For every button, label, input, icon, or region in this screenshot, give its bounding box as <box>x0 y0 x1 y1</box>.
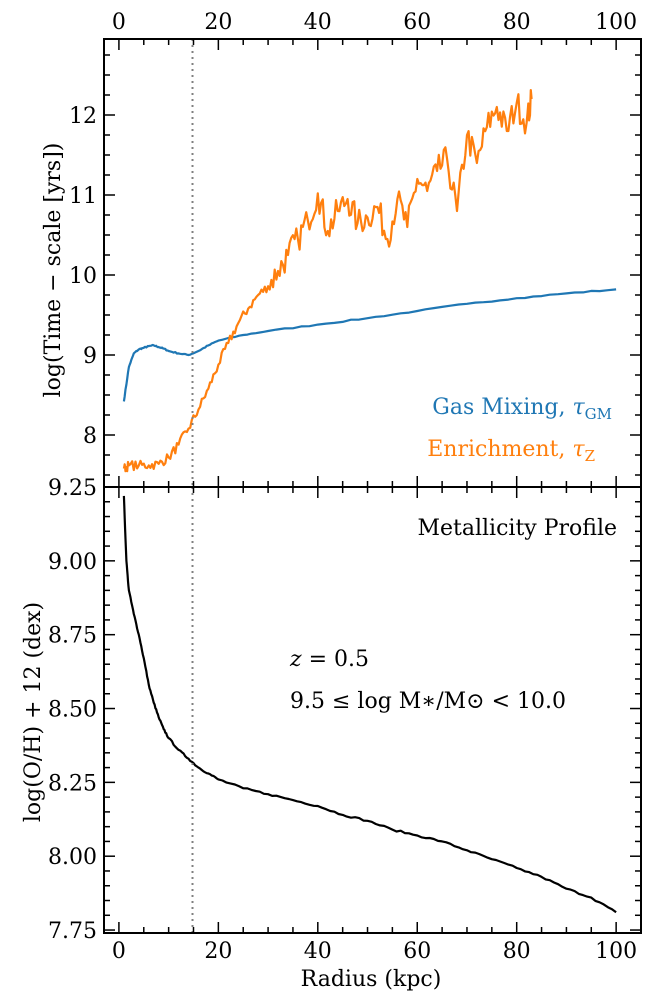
redshift-value: = 0.5 <box>302 647 369 672</box>
legend-gas-mixing: Gas Mixing, τGM <box>432 395 612 423</box>
metallicity-series-line-0 <box>122 495 617 914</box>
legend-gas-mixing-text: Gas Mixing, <box>432 395 572 420</box>
redshift-symbol: z <box>289 647 302 672</box>
metallicity-y-tick-label: 9.25 <box>48 476 97 501</box>
bottom-x-tick-label: 80 <box>503 939 531 964</box>
metallicity-y-axis-label: log(O/H) + 12 (dex) <box>21 602 46 822</box>
bottom-x-tick-label: 100 <box>595 939 637 964</box>
top-x-tick-label: 20 <box>204 10 232 35</box>
timescale-series-line-1 <box>122 89 533 473</box>
legend-enrichment-subscript: Z <box>585 447 595 465</box>
metallicity-y-tick-label: 8.00 <box>48 845 97 870</box>
top-x-tick-label: 80 <box>503 10 531 35</box>
metallicity-y-tick-label: 8.50 <box>48 698 97 723</box>
timescale-y-axis-label: log(Time − scale [yrs]) <box>41 143 66 398</box>
metallicity-y-tick-label: 8.25 <box>48 771 97 796</box>
timescale-series-line-0 <box>122 288 617 402</box>
metallicity-profile-title: Metallicity Profile <box>417 516 617 541</box>
timescale-panel: 0 20 40 60 80 100 8 9 10 11 12 log(Time − scale [y… <box>41 10 642 488</box>
bottom-x-tick-label: 0 <box>112 939 126 964</box>
metallicity-y-tick-label: 8.75 <box>48 624 97 649</box>
bottom-x-tick-label: 20 <box>204 939 232 964</box>
legend-gas-mixing-tau: τ <box>572 395 585 420</box>
mass-range-annotation: 9.5 ≤ log M∗/M⊙ < 10.0 <box>290 689 566 714</box>
timescale-y-tick-label: 10 <box>69 264 97 289</box>
metallicity-y-tick-label: 9.00 <box>48 550 97 575</box>
x-axis-label: Radius (kpc) <box>301 967 442 992</box>
metallicity-frame <box>103 486 642 934</box>
legend-enrichment-text: Enrichment, <box>427 437 572 462</box>
metallicity-plot-area: 0 20 40 60 80 100 7.75 8.00 8.25 8.50 8.75 9.00 9.25 <box>48 476 642 964</box>
timescale-y-tick-label: 11 <box>69 184 97 209</box>
redshift-annotation: z = 0.5 <box>289 647 369 672</box>
timescale-y-tick-label: 9 <box>83 344 97 369</box>
bottom-x-tick-label: 40 <box>304 939 332 964</box>
legend-enrichment-tau: τ <box>572 437 585 462</box>
bottom-x-tick-label: 60 <box>403 939 431 964</box>
timescale-y-tick-label: 12 <box>69 104 97 129</box>
top-x-tick-label: 40 <box>304 10 332 35</box>
top-x-tick-label: 100 <box>595 10 637 35</box>
timescale-y-tick-label: 8 <box>83 424 97 449</box>
legend-gas-mixing-subscript: GM <box>585 405 612 423</box>
metallicity-panel: 0 20 40 60 80 100 7.75 8.00 8.25 8.50 8.75 9.00 9.25… <box>21 476 642 992</box>
top-x-tick-label: 60 <box>403 10 431 35</box>
timescale-plot-area: 0 20 40 60 80 100 8 9 10 11 12 <box>69 10 642 488</box>
top-x-tick-label: 0 <box>112 10 126 35</box>
metallicity-y-tick-label: 7.75 <box>48 919 97 944</box>
legend-enrichment: Enrichment, τZ <box>427 437 595 465</box>
